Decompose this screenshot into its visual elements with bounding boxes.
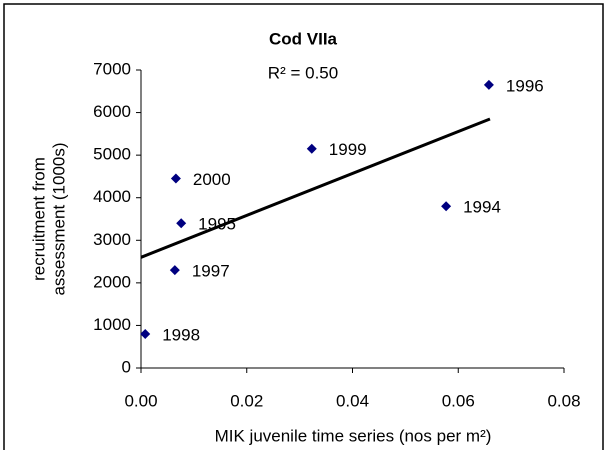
point [441, 201, 452, 212]
x-tick-label: 0.00 [124, 391, 157, 410]
point-label: 1998 [162, 325, 200, 344]
point [483, 79, 494, 90]
point [176, 218, 187, 229]
point-label: 1995 [198, 215, 236, 234]
x-tick-label: 0.08 [547, 391, 580, 410]
chart-title: Cod VIIa [269, 29, 338, 48]
point [170, 173, 181, 184]
y-tick-label: 2000 [93, 272, 131, 291]
trendline [140, 117, 491, 259]
point [306, 143, 317, 154]
x-tick-label: 0.02 [230, 391, 263, 410]
x-tick-label: 0.06 [442, 391, 475, 410]
point [140, 328, 151, 339]
y-tick-label: 1000 [93, 315, 131, 334]
y-tick-label: 4000 [93, 187, 131, 206]
y-tick-label: 7000 [93, 59, 131, 78]
point-label: 1994 [463, 198, 501, 217]
y-tick-label: 6000 [93, 102, 131, 121]
point-label: 2000 [193, 170, 231, 189]
y-axis-label: assessment (1000s) [49, 142, 68, 295]
point-label: 1999 [329, 140, 367, 159]
point-label: 1997 [192, 262, 230, 281]
chart-frame [3, 3, 604, 450]
point-label: 1996 [506, 76, 544, 95]
annotation: R² = 0.50 [268, 63, 338, 82]
point [169, 265, 180, 276]
x-axis-label: MIK juvenile time series (nos per m²) [215, 426, 492, 445]
y-axis-label: recruitment from [29, 157, 48, 281]
x-tick-label: 0.04 [336, 391, 369, 410]
y-tick-label: 0 [122, 357, 131, 376]
y-tick-label: 5000 [93, 145, 131, 164]
y-tick-label: 3000 [93, 230, 131, 249]
